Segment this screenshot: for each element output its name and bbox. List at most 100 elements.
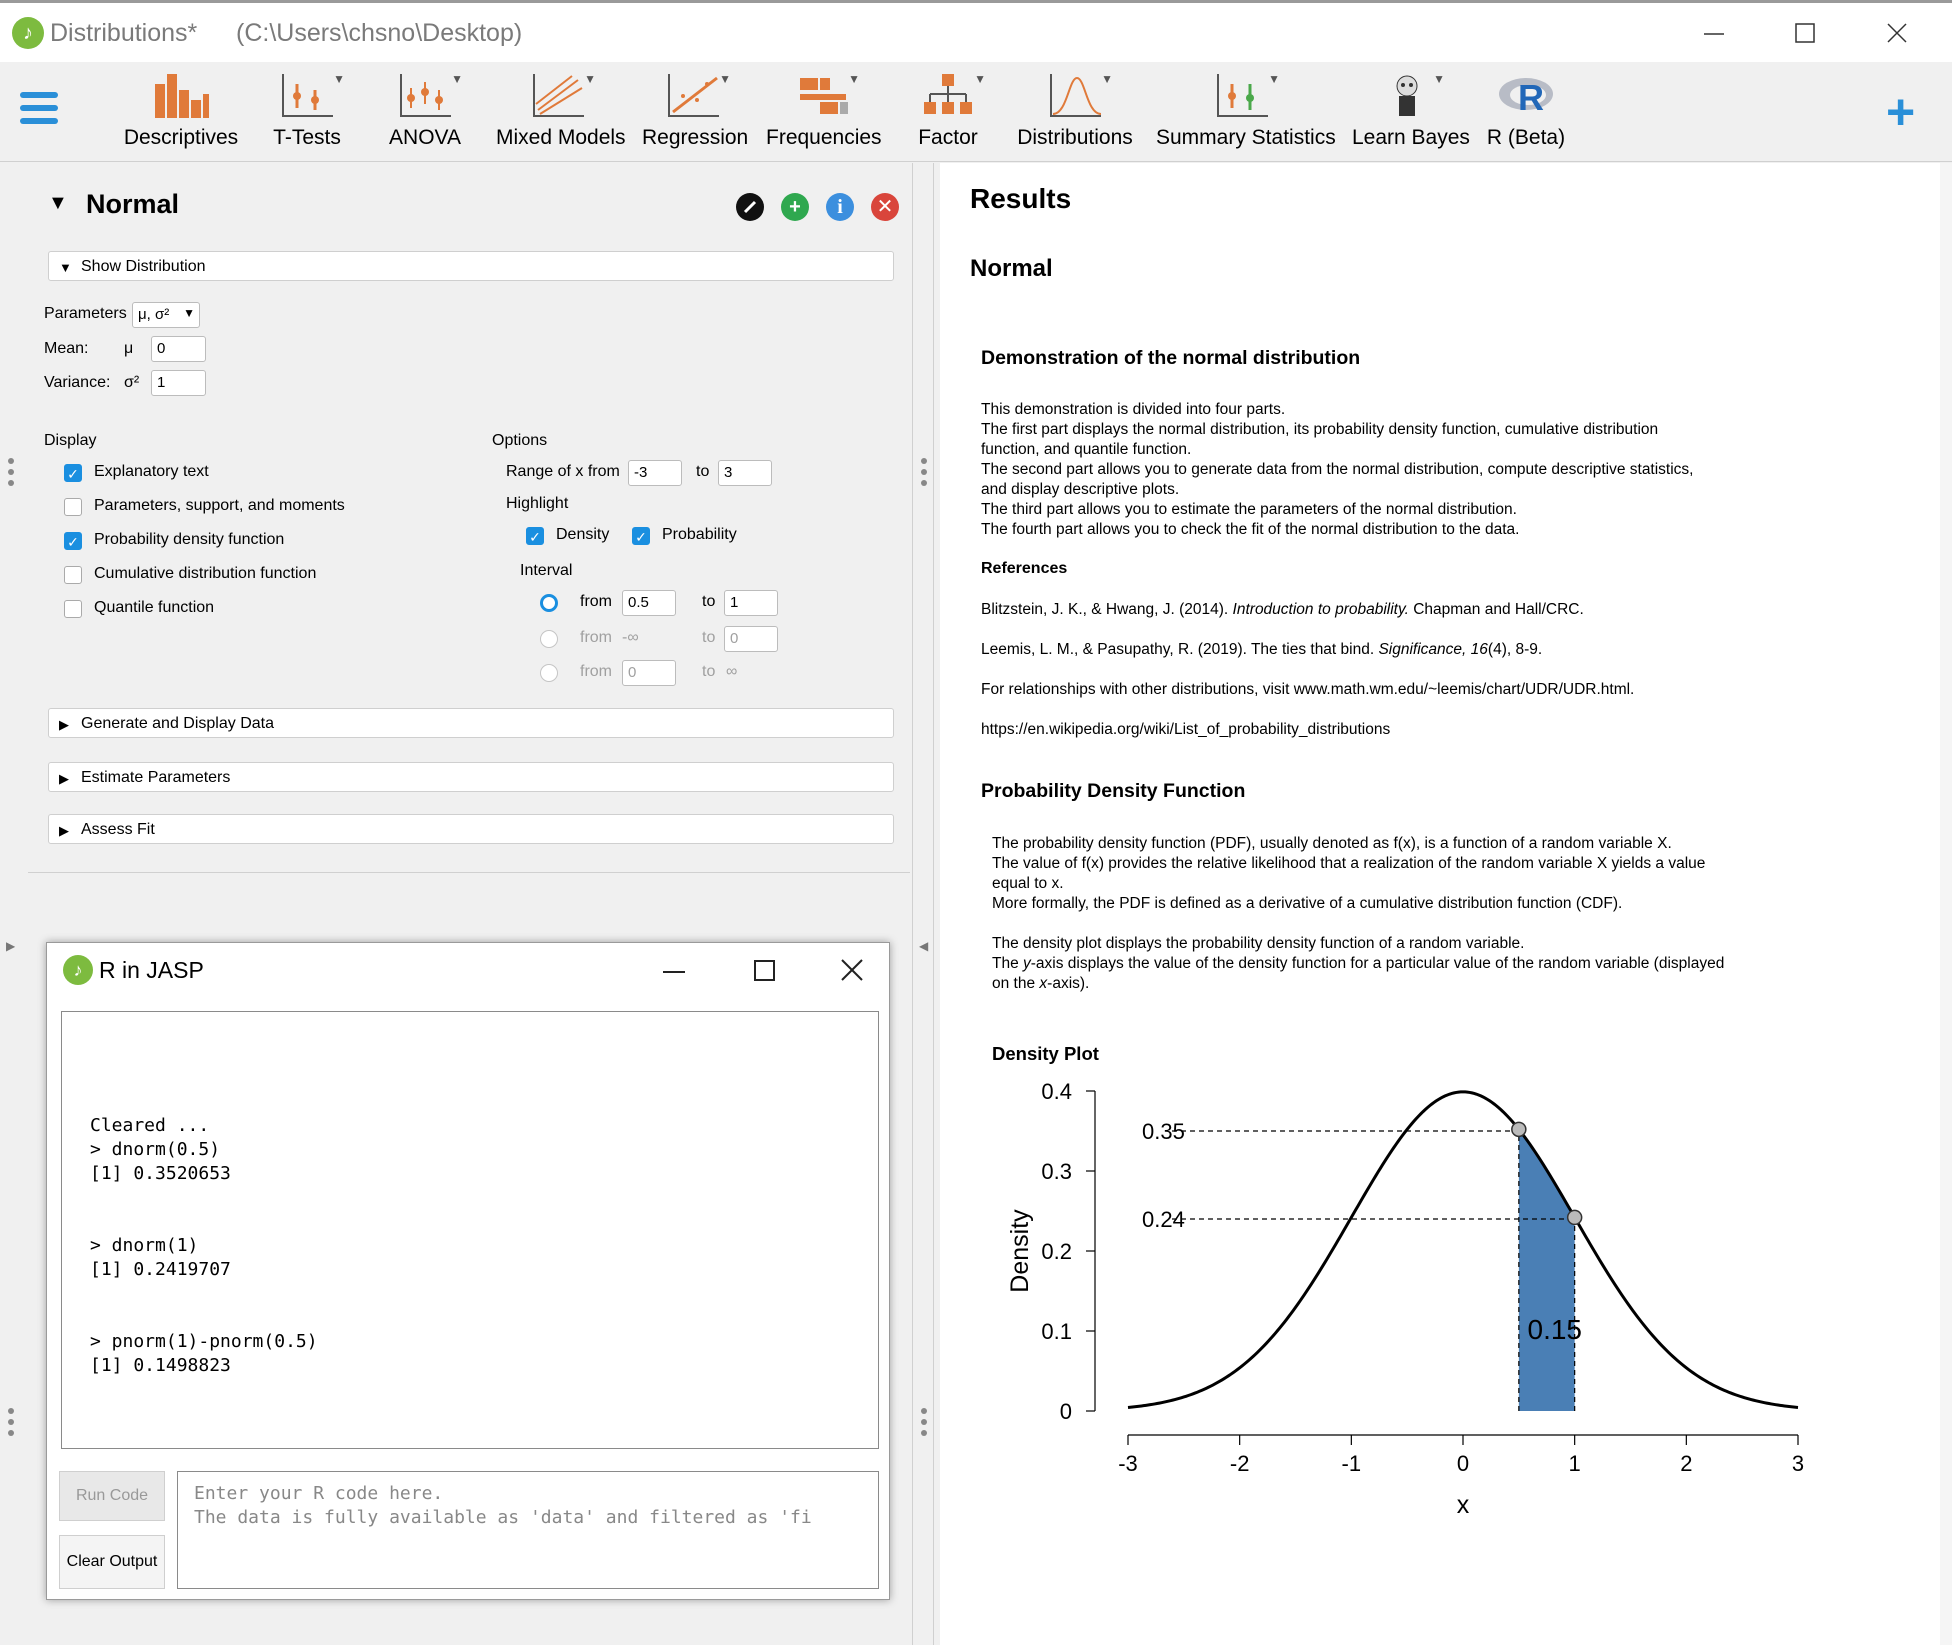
learn-bayes-icon: ▼ (1377, 70, 1445, 120)
checkbox-parameters-support[interactable] (64, 498, 82, 516)
ribbon-distributions[interactable]: ▼ Distributions (1017, 72, 1133, 149)
reference-2: Leemis, L. M., & Pasupathy, R. (2019). T… (981, 641, 1543, 658)
interval-upper-from-label: from (580, 663, 612, 680)
collapse-analysis-icon[interactable]: ▼ (48, 192, 68, 214)
edit-title-button[interactable] (736, 193, 764, 221)
r-code-placeholder-2: The data is fully available as 'data' an… (194, 1507, 812, 1528)
r-code-input[interactable]: Enter your R code here. The data is full… (177, 1471, 879, 1589)
cdf-label: Cumulative distribution function (94, 565, 317, 582)
y-axis-title: Density (1006, 1209, 1034, 1293)
checkbox-cdf[interactable] (64, 566, 82, 584)
x-tick-label-1: -2 (1230, 1451, 1250, 1476)
r-output-area[interactable]: Cleared ... > dnorm(0.5) [1] 0.3520653 >… (61, 1011, 879, 1449)
pdf-text: The probability density function (PDF), … (992, 835, 1725, 992)
expand-left-icon[interactable]: ▶ (6, 939, 16, 953)
summary-statistics-icon: ▼ (1212, 70, 1280, 120)
parameters-support-label: Parameters, support, and moments (94, 497, 345, 514)
y-tick-label-0: 0 (1060, 1399, 1072, 1424)
ribbon-factor[interactable]: ▼ Factor (918, 72, 986, 149)
quantile-label: Quantile function (94, 599, 215, 616)
x-tick-label-6: 3 (1792, 1451, 1804, 1476)
ribbon-anova[interactable]: ▼ ANOVA (389, 72, 463, 149)
maximize-button[interactable] (1775, 11, 1835, 55)
ribbon-r-beta[interactable]: R R (Beta) (1486, 70, 1566, 150)
results-scrollbar[interactable] (1940, 163, 1952, 1645)
ribbon-learn-bayes[interactable]: ▼ Learn Bayes (1352, 70, 1470, 149)
y-tick-label-2: 0.2 (1041, 1239, 1072, 1264)
clear-output-button[interactable]: Clear Output (59, 1535, 165, 1589)
radio-interval-lower[interactable] (540, 630, 558, 648)
checkbox-highlight-density[interactable]: ✓ (526, 527, 544, 545)
r-maximize-button[interactable] (739, 951, 789, 991)
highlight-label-1: 0.24 (1142, 1207, 1185, 1232)
left-splitter[interactable]: ▶ (0, 163, 22, 1645)
checkbox-explanatory-text[interactable]: ✓ (64, 464, 82, 482)
y-tick-label-4: 0.4 (1041, 1079, 1072, 1104)
range-to-label: to (696, 463, 710, 480)
middle-splitter[interactable]: ◀ (912, 163, 934, 1645)
highlight-area (1518, 1129, 1575, 1411)
interval-lower-to-input[interactable]: 0 (724, 626, 778, 652)
info-button[interactable]: i (826, 193, 854, 221)
ribbon-descriptives[interactable]: Descriptives (122, 70, 240, 150)
interval-lower-from-value: -∞ (622, 629, 639, 646)
ribbon-summary-statistics[interactable]: ▼ Summary Statistics (1156, 70, 1336, 149)
ribbon-frequencies[interactable]: ▼ Frequencies (766, 72, 882, 149)
section-estimate-parameters[interactable]: ▶ Estimate Parameters (48, 762, 894, 792)
range-from-input[interactable]: -3 (628, 460, 682, 486)
interval-to-label: to (702, 593, 716, 610)
remove-analysis-button[interactable]: ✕ (871, 193, 899, 221)
interval-label: Interval (520, 562, 573, 579)
checkbox-pdf[interactable]: ✓ (64, 532, 82, 550)
ribbon-toolbar: Descriptives ▼ T-Tests ▼ ANOVA ▼ Mixed M… (0, 62, 1952, 162)
ribbon-mixed-models[interactable]: ▼ Mixed Models (496, 72, 626, 149)
interval-from-input[interactable]: 0.5 (622, 590, 676, 616)
analysis-title[interactable]: Normal (86, 189, 180, 219)
radio-interval-bounded[interactable] (540, 594, 558, 612)
t-tests-icon: ▼ (277, 70, 345, 120)
y-tick-label-1: 0.1 (1041, 1319, 1072, 1344)
add-module-icon[interactable]: + (1886, 84, 1916, 140)
interval-upper-from-input[interactable]: 0 (622, 660, 676, 686)
section-assess-fit[interactable]: ▶ Assess Fit (48, 814, 894, 844)
svg-text:R: R (1518, 77, 1544, 118)
title-bar: ♪ Distributions* (C:\Users\chsno\Desktop… (0, 0, 1952, 62)
checkbox-quantile[interactable] (64, 600, 82, 618)
reference-4: https://en.wikipedia.org/wiki/List_of_pr… (981, 721, 1391, 738)
minimize-button[interactable] (1684, 11, 1744, 55)
radio-interval-upper[interactable] (540, 664, 558, 682)
x-tick-label-4: 1 (1569, 1451, 1581, 1476)
interval-to-input[interactable]: 1 (724, 590, 778, 616)
density-curve (1127, 1090, 1799, 1409)
range-label: Range of x from (506, 463, 620, 480)
ribbon-t-tests[interactable]: ▼ T-Tests (273, 70, 345, 149)
menu-icon[interactable] (20, 92, 58, 128)
results-subheading: Normal (970, 255, 1053, 282)
x-tick-label-2: -1 (1342, 1451, 1362, 1476)
demo-title: Demonstration of the normal distribution (981, 347, 1361, 369)
mean-input[interactable]: 0 (151, 336, 206, 362)
r-minimize-button[interactable] (649, 951, 699, 991)
explanatory-text-label: Explanatory text (94, 463, 209, 480)
collapse-icon: ▼ (59, 260, 72, 275)
r-close-button[interactable] (827, 951, 877, 991)
descriptives-icon (151, 70, 211, 120)
ribbon-regression[interactable]: ▼ Regression (642, 72, 749, 149)
r-in-jasp-window: ♪ R in JASP Cleared ... > dnorm(0.5) [1]… (46, 942, 890, 1600)
parameters-dropdown[interactable]: μ, σ² ▼ (132, 302, 200, 328)
run-code-button[interactable]: Run Code (59, 1471, 165, 1521)
close-button[interactable] (1867, 11, 1927, 55)
section-show-distribution[interactable]: ▼ Show Distribution (48, 251, 894, 281)
highlight-density-label: Density (556, 526, 610, 543)
section-generate-data[interactable]: ▶ Generate and Display Data (48, 708, 894, 738)
expand-icon: ▶ (59, 717, 69, 732)
duplicate-analysis-button[interactable]: + (781, 193, 809, 221)
collapse-panel-icon[interactable]: ◀ (919, 939, 929, 953)
results-heading: Results (970, 183, 1072, 214)
variance-input[interactable]: 1 (151, 370, 206, 396)
range-to-input[interactable]: 3 (718, 460, 772, 486)
results-panel: Results Normal Demonstration of the norm… (940, 163, 1940, 1645)
jasp-logo-icon: ♪ (12, 17, 44, 49)
variance-label: Variance: (44, 374, 111, 391)
checkbox-highlight-probability[interactable]: ✓ (632, 527, 650, 545)
